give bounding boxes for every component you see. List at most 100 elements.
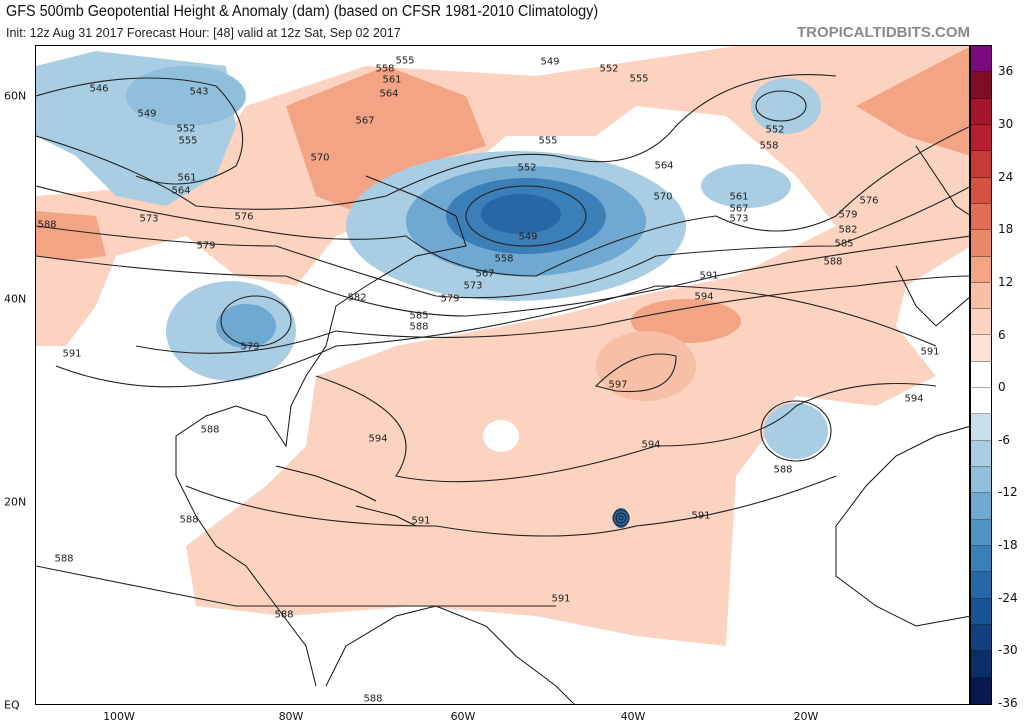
coastlines	[175, 145, 969, 704]
contour-label: 588	[200, 424, 220, 436]
colorbar-bin	[971, 545, 991, 573]
colorbar-bin	[971, 46, 991, 73]
contour-label: 552	[176, 123, 196, 135]
contour-label: 582	[347, 292, 367, 304]
contour-label: 588	[179, 514, 199, 526]
contour-label: 594	[904, 393, 924, 405]
colorbar-label: 0	[998, 380, 1006, 395]
contour-label: 555	[629, 73, 649, 85]
colorbar-bin	[971, 388, 991, 415]
contour-label: 573	[729, 213, 749, 225]
contour-label: 579	[440, 293, 460, 305]
colorbar-bin	[971, 677, 991, 704]
colorbar-bin	[971, 467, 991, 494]
colorbar-bin	[971, 361, 991, 389]
contour-label: 543	[189, 86, 209, 98]
colorbar-bin	[971, 572, 991, 599]
map-subtitle: Init: 12z Aug 31 2017 Forecast Hour: [48…	[6, 26, 401, 40]
contour-label: 588	[363, 693, 383, 705]
contour-label: 567	[475, 268, 495, 280]
colorbar-bin	[971, 519, 991, 546]
lat-label: 20N	[4, 495, 27, 509]
colorbar-bin	[971, 282, 991, 310]
contour-label: 564	[654, 160, 674, 172]
colorbar	[970, 45, 992, 705]
colorbar-bin	[971, 414, 991, 441]
contour-label: 546	[89, 83, 109, 95]
colorbar-bin	[971, 335, 991, 362]
contour-label: 558	[759, 140, 779, 152]
colorbar-bin	[971, 624, 991, 652]
colorbar-bin	[971, 203, 991, 231]
contour-label: 588	[37, 219, 57, 231]
lon-label: 80W	[278, 710, 304, 723]
colorbar-bin	[971, 98, 991, 125]
contour-label: 591	[691, 510, 711, 522]
brand-watermark[interactable]: TROPICALTIDBITS.COM	[796, 24, 970, 41]
contour-label: 591	[699, 270, 719, 282]
lon-label: 100W	[103, 710, 135, 723]
contour-label: 579	[240, 341, 260, 353]
lat-label: 60N	[4, 89, 27, 103]
contour-label: 561	[177, 172, 197, 184]
contour-label: 594	[368, 433, 388, 445]
contour-label: 573	[139, 213, 159, 225]
lon-label: 60W	[450, 710, 476, 723]
contour-label: 570	[653, 191, 673, 203]
colorbar-bin	[971, 651, 991, 678]
contour-label: 588	[823, 256, 843, 268]
contour-label: 555	[178, 135, 198, 147]
colorbar-label: -30	[998, 643, 1018, 658]
contour-label: 564	[379, 88, 399, 100]
contour-label: 588	[274, 609, 294, 621]
positive-anomaly-fill	[36, 46, 969, 646]
colorbar-bin	[971, 124, 991, 152]
contour-label: 564	[171, 185, 191, 197]
lon-label: 20W	[793, 710, 819, 723]
contour-label: 549	[540, 56, 560, 68]
contour-label: 567	[355, 115, 375, 127]
colorbar-label: 6	[998, 327, 1006, 342]
contour-label: 591	[411, 515, 431, 527]
contour-label: 582	[838, 224, 858, 236]
contour-label: 555	[395, 55, 415, 67]
colorbar-label: -12	[998, 485, 1018, 500]
colorbar-bin	[971, 598, 991, 625]
negative-anomaly-fill	[36, 51, 828, 528]
contour-label: 552	[517, 162, 537, 174]
contour-label: 549	[518, 231, 538, 243]
contour-label: 561	[729, 191, 749, 203]
contour-label: 594	[694, 291, 714, 303]
contour-label: 561	[382, 74, 402, 86]
contour-label: 576	[234, 211, 254, 223]
contour-label: 558	[494, 253, 514, 265]
contour-label: 576	[859, 195, 879, 207]
colorbar-bin	[971, 309, 991, 336]
anomaly-map	[36, 46, 969, 704]
colorbar-bin	[971, 230, 991, 257]
colorbar-bin	[971, 177, 991, 204]
contour-label: 594	[641, 439, 661, 451]
colorbar-label: 18	[998, 222, 1014, 237]
contour-label: 588	[773, 464, 793, 476]
map-title: GFS 500mb Geopotential Height & Anomaly …	[6, 3, 599, 20]
lat-label: EQ	[4, 698, 20, 712]
contour-label: 567	[729, 203, 749, 215]
colorbar-bin	[971, 440, 991, 467]
contour-label: 558	[375, 63, 395, 75]
contour-label: 588	[409, 321, 429, 333]
contour-label: 552	[765, 124, 785, 136]
contour-label: 585	[834, 238, 854, 250]
colorbar-label: 36	[998, 64, 1014, 79]
contour-label: 579	[838, 209, 858, 221]
contour-label: 555	[538, 135, 558, 147]
colorbar-bin	[971, 493, 991, 520]
colorbar-label: 24	[998, 169, 1014, 184]
map-panel: 546 543 549 552 555 561 564 573 588 576 …	[35, 45, 970, 705]
contour-label: 570	[310, 152, 330, 164]
contour-label: 552	[599, 63, 619, 75]
colorbar-bin	[971, 151, 991, 178]
colorbar-bin	[971, 72, 991, 99]
contour-label: 579	[196, 240, 216, 252]
colorbar-label: -6	[998, 432, 1010, 447]
